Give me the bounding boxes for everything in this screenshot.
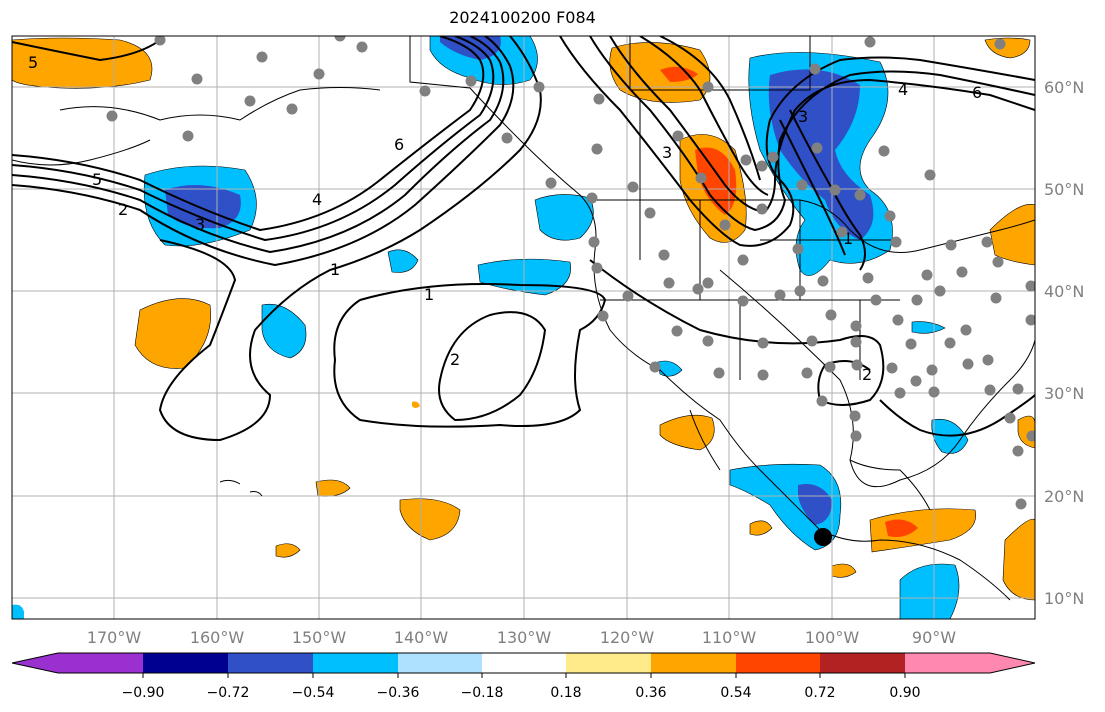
map-title: 2024100200 F084 [449,8,596,27]
lon-label: 90°W [912,628,956,647]
contour-label: 3 [195,215,205,234]
station-dots [106,36,1035,510]
contour-label: 2 [862,365,872,384]
colorbar-tick: 0.18 [550,685,581,701]
colorbar-seg [228,653,313,673]
colorbar-tick: 0.72 [804,685,835,701]
graticule [12,36,1035,619]
lat-label: 30°N [1044,384,1084,403]
colorbar-seg [12,653,143,673]
contour-label: 5 [92,170,102,189]
colorbar-tick: −0.36 [377,685,420,701]
contour-label: 5 [28,53,38,72]
colorbar-tick: −0.72 [207,685,250,701]
contour-label: 3 [662,143,672,162]
colorbar-tick: 0.54 [720,685,751,701]
lon-label: 110°W [702,628,757,647]
height-contours [12,36,1035,442]
lat-label: 50°N [1044,180,1084,199]
colorbar-tick: 0.90 [889,685,920,701]
lon-label: 130°W [497,628,552,647]
colorbar-seg [820,653,905,673]
contour-label: 6 [394,135,404,154]
map-frame [11,35,1036,620]
lon-label: 150°W [292,628,347,647]
colorbar-seg [143,653,228,673]
contour-label: 1 [843,229,853,248]
location-marker [814,528,832,546]
lon-label: 140°W [394,628,449,647]
contour-label: 2 [118,200,128,219]
contour-label: 2 [450,350,460,369]
contour-label: 4 [312,190,322,209]
colorbar-tick: −0.54 [292,685,335,701]
colorbar-seg [736,653,820,673]
lon-label: 100°W [805,628,860,647]
colorbar-seg [482,653,566,673]
colorbar-tick: 0.36 [635,685,666,701]
contour-label: 6 [972,83,982,102]
colorbar-tick: −0.90 [122,685,165,701]
coastlines [12,36,1035,601]
colorbar-seg [398,653,482,673]
contour-label: 1 [330,260,340,279]
colorbar-seg [566,653,651,673]
lat-label: 60°N [1044,78,1084,97]
lat-label: 10°N [1044,589,1084,608]
colorbar-seg [651,653,736,673]
colorbar-seg [905,653,1035,673]
contour-label: 4 [898,80,908,99]
contour-label: 3 [798,107,808,126]
lon-label: 170°W [87,628,142,647]
colorbar-seg [313,653,398,673]
colorbar: −0.90 −0.72 −0.54 −0.36 −0.18 0.18 0.36 … [11,652,1036,701]
lat-label: 40°N [1044,282,1084,301]
lat-label: 20°N [1044,487,1084,506]
colorbar-tick: −0.18 [461,685,504,701]
lon-label: 160°W [190,628,245,647]
lon-label: 120°W [600,628,655,647]
contour-label: 1 [424,285,434,304]
